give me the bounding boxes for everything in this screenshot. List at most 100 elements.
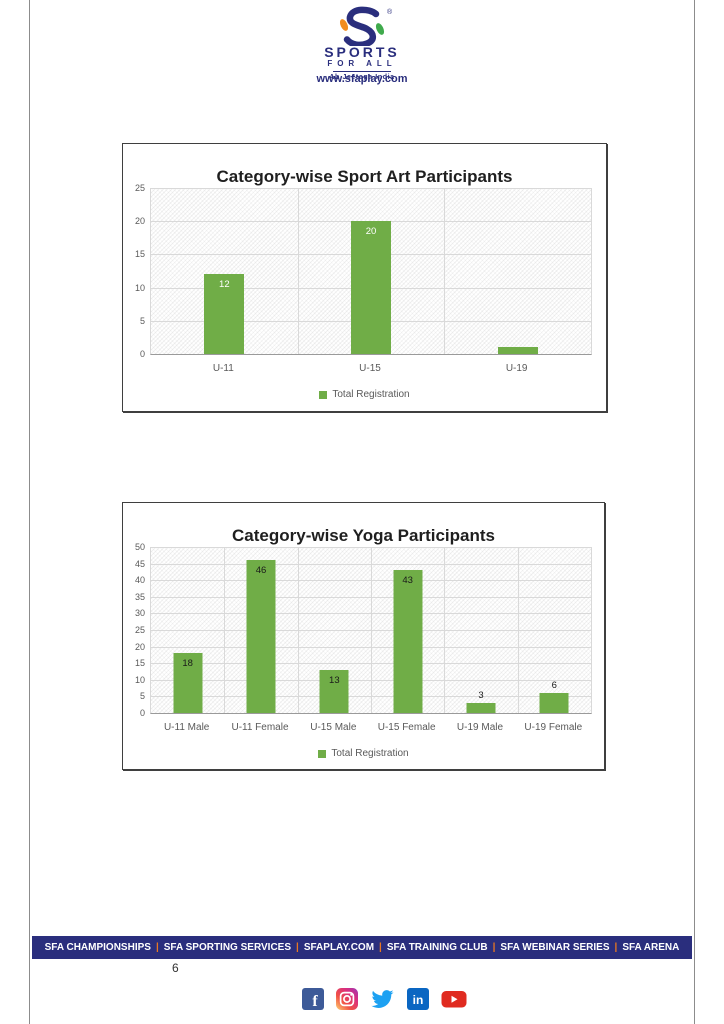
bar-U-15 Female xyxy=(393,570,423,713)
brand-divider xyxy=(333,71,391,72)
x-axis-category-label: U-19 Female xyxy=(524,722,583,733)
gridline-horizontal xyxy=(151,188,591,189)
x-axis-category-label: U-15 xyxy=(359,363,381,374)
footer-item: SFA WEBINAR SERIES xyxy=(500,942,610,953)
chart-title: Category-wise Yoga Participants xyxy=(232,526,495,546)
y-axis-tick-label: 40 xyxy=(134,575,145,586)
bar-U-19 xyxy=(497,347,538,354)
footer-separator: | xyxy=(155,942,159,953)
y-axis-tick-label: 35 xyxy=(134,591,145,602)
gridline-vertical xyxy=(444,188,446,354)
gridlines xyxy=(151,547,591,713)
instagram-icon[interactable] xyxy=(335,988,358,1010)
footer-separator: | xyxy=(379,942,382,953)
footer-item: SFA ARENA xyxy=(622,942,680,953)
social-icons-row: f xyxy=(22,988,724,1010)
youtube-icon[interactable] xyxy=(441,988,467,1010)
page-edge-left xyxy=(29,0,30,1024)
page-number: 6 xyxy=(172,961,179,975)
y-axis-tick-label: 45 xyxy=(134,558,145,569)
x-axis-labels: U-11 U-15 U-19 xyxy=(150,363,590,377)
bar-U-19 Female xyxy=(539,693,569,713)
x-axis-category-label: U-19 Male xyxy=(456,722,504,733)
bars-layer: 18 46 13 43 3 6 xyxy=(151,547,591,713)
legend-swatch xyxy=(319,390,328,399)
y-axis-tick-label: 25 xyxy=(134,625,145,635)
svg-text:in: in xyxy=(412,993,423,1007)
bar-U-11 Female xyxy=(246,560,276,713)
header: ® SPORTS FOR ALL Ab Jeetega India xyxy=(0,6,724,81)
x-axis-category-label: U-15 Female xyxy=(377,722,436,733)
legend-swatch xyxy=(318,749,327,758)
chart-card-sport-art: Category-wise Sport Art Participants 12 2… xyxy=(122,143,607,412)
page-edge-right xyxy=(694,0,695,1024)
gridline-vertical xyxy=(371,547,372,713)
registered-mark-glyph: ® xyxy=(387,8,393,16)
svg-text:f: f xyxy=(312,993,318,1010)
footer-separator: | xyxy=(492,942,496,953)
y-axis-tick-label: 50 xyxy=(134,542,145,552)
website-link[interactable]: www.sfaplay.com xyxy=(316,73,408,85)
plot-area: 18 46 13 43 3 6 0 5 10 15 20 25 30 35 40 45 50 xyxy=(135,542,592,718)
bar-U-19 Male xyxy=(466,703,496,713)
y-axis-tick-label: 30 xyxy=(134,608,145,619)
legend-label: Total Registration xyxy=(332,389,410,400)
x-axis-category-label: U-11 xyxy=(212,363,234,374)
footer-separator: | xyxy=(296,942,299,953)
y-axis-tick-label: 15 xyxy=(134,658,145,669)
brand-name-bottom: FOR ALL xyxy=(327,59,397,68)
bar-data-label: 3 xyxy=(478,690,484,702)
footer-banner: SFA CHAMPIONSHIPS | SFA SPORTING SERVICES |… xyxy=(32,936,692,959)
gridline-vertical xyxy=(444,547,446,713)
bar-data-label: 46 xyxy=(255,565,267,577)
gridline-vertical xyxy=(517,547,519,713)
y-axis-tick-label: 10 xyxy=(134,282,145,293)
brand-tagline: Ab Jeetega India xyxy=(329,74,395,81)
footer-item: SFA CHAMPIONSHIPS xyxy=(44,942,151,953)
brand-name-top: SPORTS xyxy=(324,44,400,60)
y-axis-tick-label: 5 xyxy=(139,315,145,326)
linkedin-icon[interactable]: in xyxy=(406,988,429,1010)
bar-U-11 Male xyxy=(173,653,203,713)
chart-title: Category-wise Sport Art Participants xyxy=(216,167,513,187)
chart-legend: Total Registration xyxy=(123,748,604,759)
y-axis-tick-label: 0 xyxy=(139,708,145,718)
bar-data-label: 13 xyxy=(329,674,340,686)
twitter-icon[interactable] xyxy=(370,988,395,1010)
footer-item: SFA TRAINING CLUB xyxy=(386,942,488,953)
x-axis-category-label: U-11 Male xyxy=(163,722,210,733)
footer-item: SFA SPORTING SERVICES xyxy=(163,942,292,953)
bar-U-11 xyxy=(204,274,245,354)
bar-U-15 Male xyxy=(319,669,349,713)
gridline-vertical xyxy=(297,188,299,354)
chart-legend: Total Registration xyxy=(123,389,606,400)
y-axis-tick-label: 10 xyxy=(134,674,145,685)
bar-data-label: 43 xyxy=(402,575,413,587)
legend-label: Total Registration xyxy=(331,748,409,759)
bar-data-label: 6 xyxy=(551,680,557,692)
y-axis-tick-label: 20 xyxy=(134,641,145,652)
x-axis-category-label: U-15 Male xyxy=(310,722,357,733)
footer-item: SFAPLAY.COM xyxy=(303,942,375,953)
bar-data-label: 20 xyxy=(365,226,377,238)
footer-separator: | xyxy=(614,942,618,953)
facebook-icon[interactable]: f xyxy=(301,988,324,1010)
x-axis-labels: U-11 Male U-11 Female U-15 Male U-15 Female… xyxy=(150,722,590,736)
bar-data-label: 12 xyxy=(219,279,230,291)
bar-data-label: 18 xyxy=(182,658,193,670)
gridline-vertical xyxy=(297,547,299,713)
bar-U-15 xyxy=(351,221,391,354)
plot-area: 12 20 0 5 10 15 20 25 xyxy=(135,183,592,359)
y-axis-tick-label: 5 xyxy=(139,691,145,702)
y-axis-tick-label: 15 xyxy=(134,249,145,260)
bars-layer: 12 20 xyxy=(151,188,591,354)
y-axis-tick-label: 20 xyxy=(134,216,145,227)
y-axis-tick-label: 0 xyxy=(139,349,145,359)
sfa-logo: ® xyxy=(339,6,393,46)
chart-card-yoga: Category-wise Yoga Participants 18 46 13 43… xyxy=(122,502,605,770)
x-axis-category-label: U-11 Female xyxy=(231,722,289,733)
footer-banner-text: SFA CHAMPIONSHIPS | SFA SPORTING SERVICES |… xyxy=(45,942,680,953)
gridline-vertical xyxy=(224,547,226,713)
x-axis-category-label: U-19 xyxy=(505,363,528,374)
